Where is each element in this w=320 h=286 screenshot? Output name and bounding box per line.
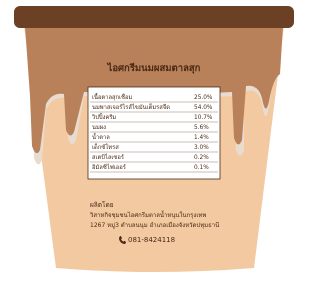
ingredient-percent: 10.7% — [194, 115, 213, 121]
ingredient-percent: 3.0% — [194, 145, 209, 151]
ingredient-name: อิมัลซิไฟเออร์ — [91, 163, 125, 171]
producer-heading: ผลิตโดย — [90, 201, 114, 209]
ingredient-percent: 0.2% — [194, 155, 209, 161]
ingredient-percent: 25.0% — [194, 95, 213, 101]
ingredient-percent: 54.0% — [194, 105, 213, 111]
phone: 081-8424118 — [128, 236, 175, 244]
title: ไอศกรีมนมผสมตาลสุก — [107, 62, 201, 74]
ingredient-name: สเตบิไลเซอร์ — [92, 153, 124, 161]
producer-address: 1267 หมู่3 ตำบลนนุม อำเภอเมืองจังหวัดปทุ… — [90, 221, 219, 229]
ingredient-percent: 5.6% — [194, 125, 209, 131]
lid — [14, 6, 294, 28]
ingredient-name: นมผง — [92, 125, 106, 131]
ingredient-percent: 1.4% — [194, 135, 209, 141]
ingredient-percent: 0.1% — [194, 165, 209, 171]
